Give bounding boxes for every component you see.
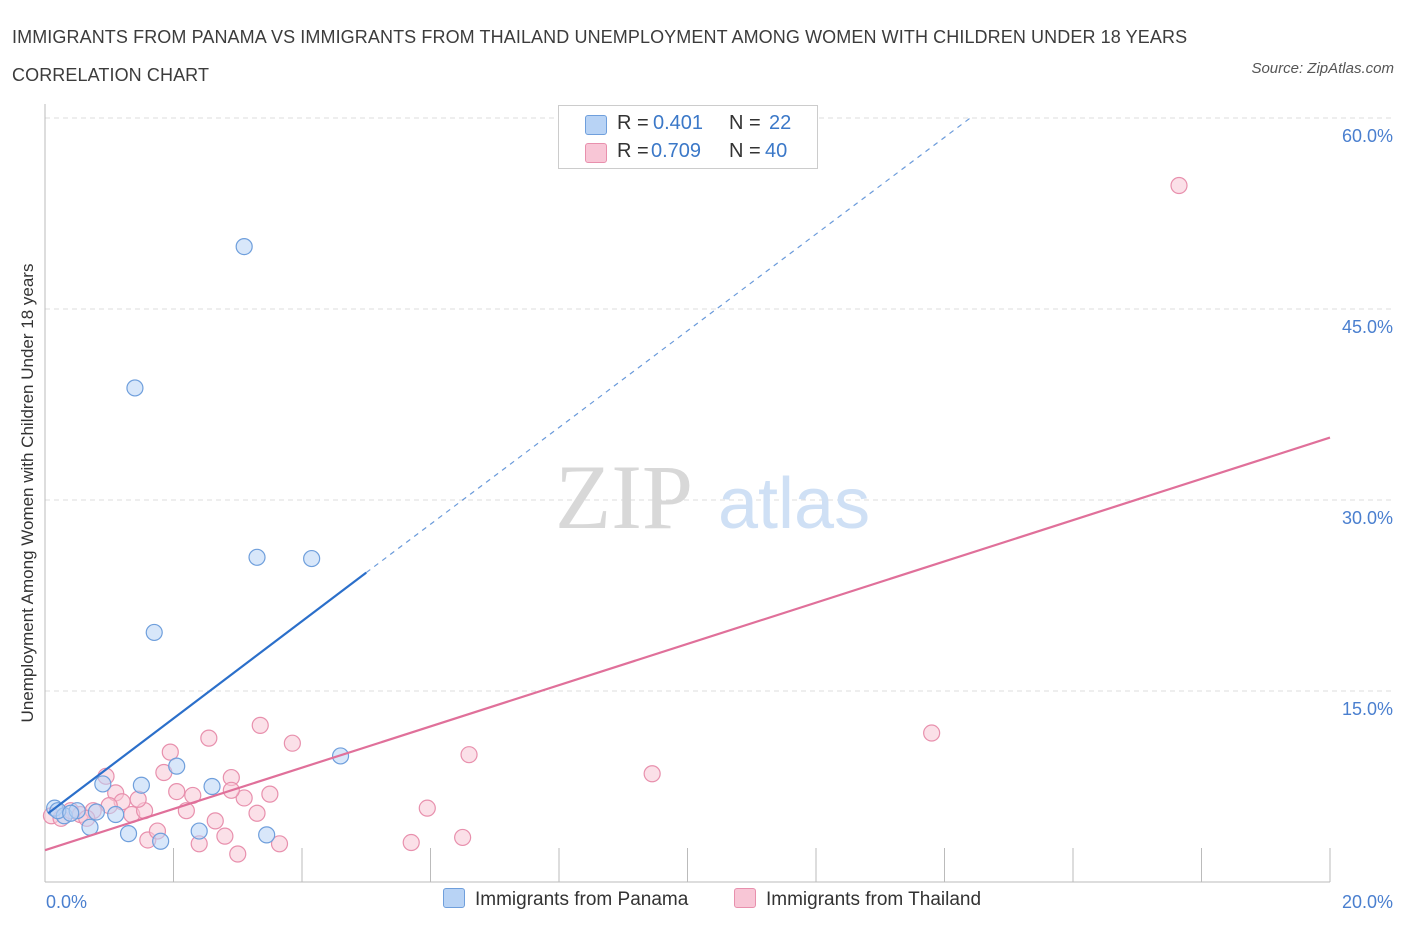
y-tick-label: 60.0% [1342,126,1393,146]
panama-swatch [443,888,465,908]
n-label: N = [729,112,761,134]
y-axis-title: Unemployment Among Women with Children U… [18,263,37,723]
y-tick-label: 30.0% [1342,508,1393,528]
thailand-point [206,812,224,830]
thailand-point [200,729,218,747]
panama-point [258,826,276,844]
watermark-zip: ZIP [555,446,693,548]
source-note: Source: ZipAtlas.com [1251,60,1394,77]
thailand-point [454,828,472,847]
panama-point [248,548,266,566]
thailand-point [235,789,253,807]
panama-point [303,549,321,568]
y-tick-label: 45.0% [1342,317,1393,337]
panama-legend-label: Immigrants from Panama [475,889,689,910]
panama-r-value: 0.401 [653,112,704,134]
n-label: N = [729,140,761,162]
thailand-point [1170,176,1188,195]
chart-title: IMMIGRANTS FROM PANAMA VS IMMIGRANTS FRO… [12,27,1188,85]
panama-point [107,805,125,824]
r-label: R = [617,140,649,162]
thailand-point [216,827,234,845]
thailand-point [283,734,301,752]
panama-point [94,775,112,793]
panama-point [152,832,170,850]
stats-legend: R = 0.401 N = 22 R = 0.709 N = 40 [558,105,818,169]
panama-point [145,623,163,642]
panama-n-value: 22 [769,112,792,134]
thailand-point [129,790,147,808]
watermark-atlas: atlas [718,464,870,544]
panama-point [190,822,208,840]
thailand-swatch [734,888,756,908]
data-points [42,176,1188,863]
thailand-point [402,833,420,852]
panama-swatch [585,115,607,135]
panama-point [132,776,150,794]
x-tick-label: 0.0% [46,892,87,912]
thailand-point [161,743,179,761]
thailand-legend-label: Immigrants from Thailand [766,889,982,910]
panama-trend-line [47,571,367,815]
y-tick-label: 15.0% [1342,699,1393,719]
panama-point [62,804,80,822]
thailand-trend-line [44,436,1331,852]
thailand-point [460,746,478,764]
panama-point [203,777,221,796]
bottom-legend-panama: Immigrants from Panama [443,888,688,911]
axes [44,104,1331,883]
tick-labels: 15.0% 30.0% 45.0% 60.0% 0.0% 20.0% [46,126,1393,912]
thailand-point [261,785,279,803]
panama-point [235,238,253,256]
grid-lines [45,117,1392,692]
thailand-point [248,804,266,822]
thailand-point [418,799,436,817]
thailand-point [251,716,269,734]
panama-point [168,757,186,775]
thailand-r-value: 0.709 [651,140,702,162]
panama-point [87,803,106,821]
thailand-point [229,845,247,863]
thailand-point [643,765,661,783]
thailand-n-value: 40 [765,140,788,162]
r-label: R = [617,112,649,134]
panama-point [119,825,138,843]
bottom-legend-thailand: Immigrants from Thailand [734,888,981,911]
thailand-point [168,782,186,801]
trend-lines [44,117,1331,852]
thailand-point [270,835,289,853]
x-tick-label: 20.0% [1342,892,1393,912]
thailand-swatch [585,143,607,163]
thailand-point [923,724,941,742]
panama-point [126,379,144,397]
